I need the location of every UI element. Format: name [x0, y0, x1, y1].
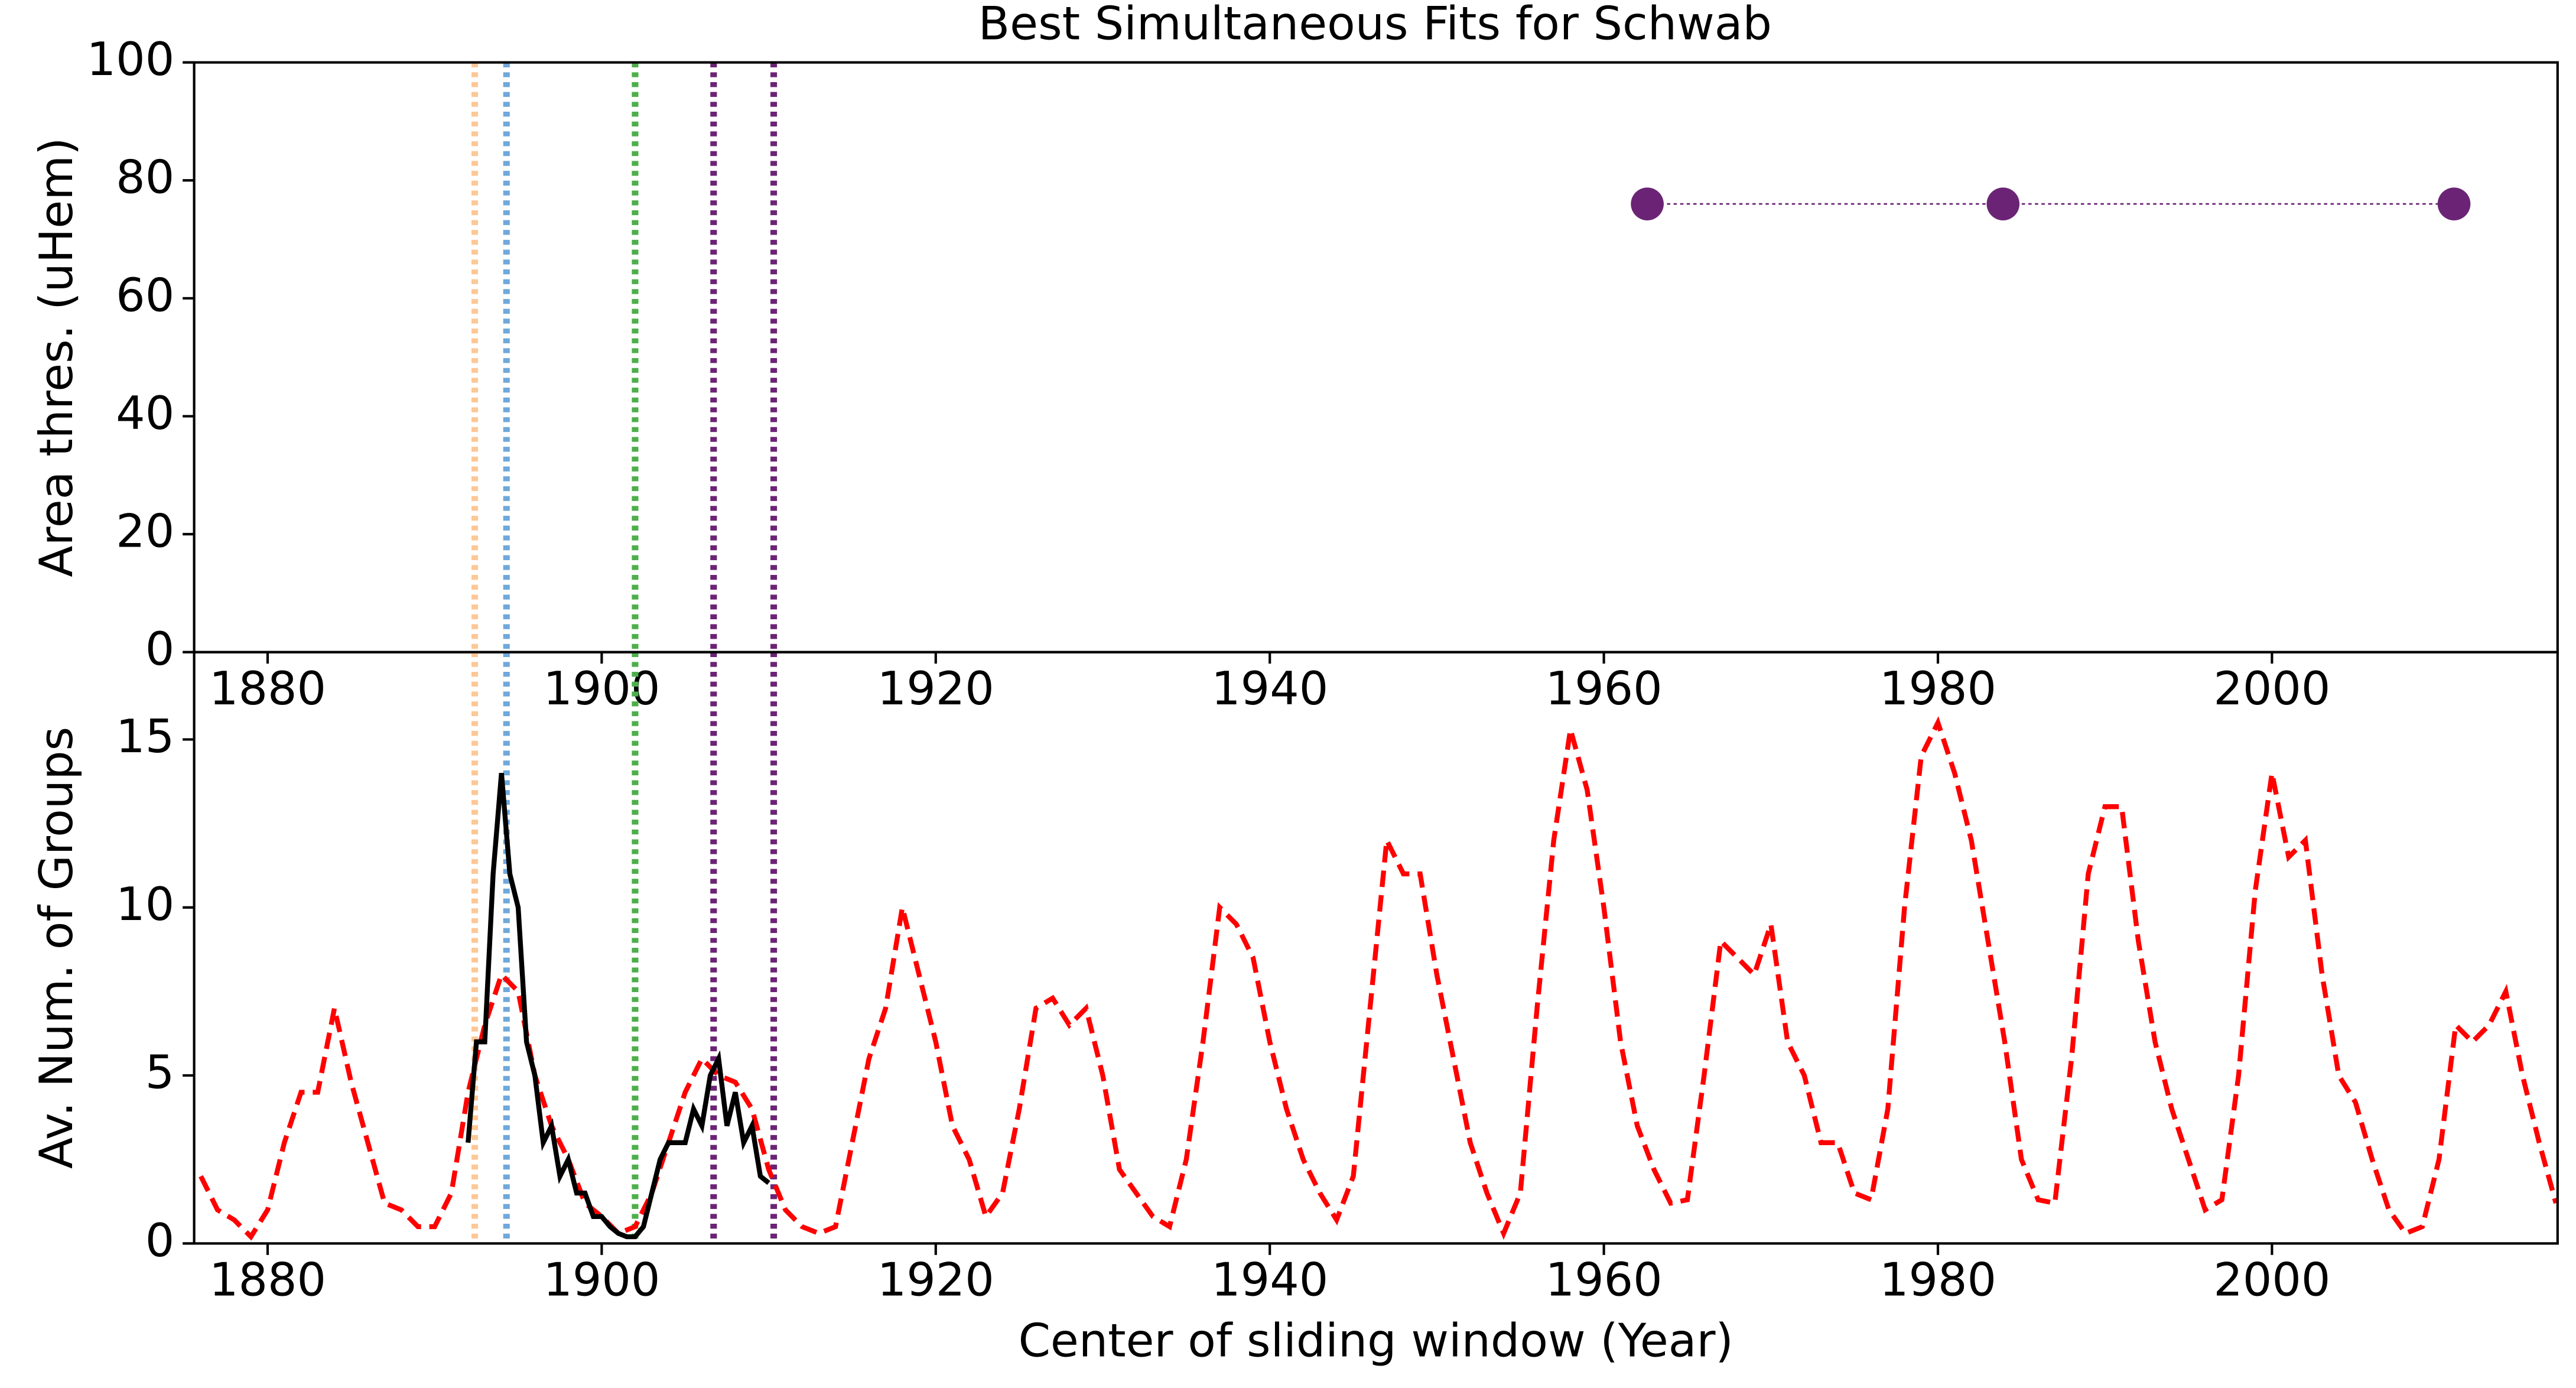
- y-tick-label: 60: [116, 269, 174, 322]
- y-tick-label: 15: [116, 710, 174, 763]
- x-tick-label: 1900: [543, 1254, 660, 1307]
- x-tick-label: 1940: [1211, 662, 1328, 716]
- x-axis-label: Center of sliding window (Year): [1019, 1314, 1733, 1367]
- x-tick-label: 1940: [1211, 1254, 1328, 1307]
- point: [1986, 187, 2020, 220]
- chart-title: Best Simultaneous Fits for Schwab: [978, 0, 1772, 51]
- y-axis-label: Area thres. (uHem): [30, 138, 83, 577]
- y-tick-label: 100: [87, 33, 175, 86]
- point: [2437, 187, 2471, 220]
- point: [1631, 187, 1664, 220]
- x-tick-label: 1960: [1546, 1254, 1663, 1307]
- x-tick-label: 1900: [543, 662, 660, 716]
- y-axis-label: Av. Num. of Groups: [30, 727, 83, 1169]
- x-tick-label: 1880: [209, 1254, 326, 1307]
- data-line: [466, 772, 770, 1240]
- x-tick-label: 1920: [877, 662, 994, 716]
- y-tick-label: 0: [145, 623, 175, 676]
- y-tick-label: 5: [145, 1046, 175, 1100]
- x-tick-label: 1980: [1879, 662, 1996, 716]
- plot-area: [471, 62, 2471, 652]
- x-tick-label: 1960: [1546, 662, 1663, 716]
- x-tick-label: 1920: [877, 1254, 994, 1307]
- y-tick-label: 10: [116, 878, 174, 931]
- y-tick-label: 80: [116, 151, 174, 204]
- plot-area: [199, 652, 2558, 1244]
- y-tick-label: 20: [116, 505, 174, 558]
- x-tick-label: 2000: [2213, 1254, 2330, 1307]
- x-tick-label: 1980: [1879, 1254, 1996, 1307]
- y-tick-label: 40: [116, 387, 174, 440]
- axes-frame: [193, 61, 2559, 654]
- axes-frame: [193, 651, 2559, 1245]
- x-tick-label: 1880: [209, 662, 326, 716]
- data-line: [199, 716, 2558, 1241]
- y-tick-label: 0: [145, 1214, 175, 1267]
- x-tick-label: 2000: [2213, 662, 2330, 716]
